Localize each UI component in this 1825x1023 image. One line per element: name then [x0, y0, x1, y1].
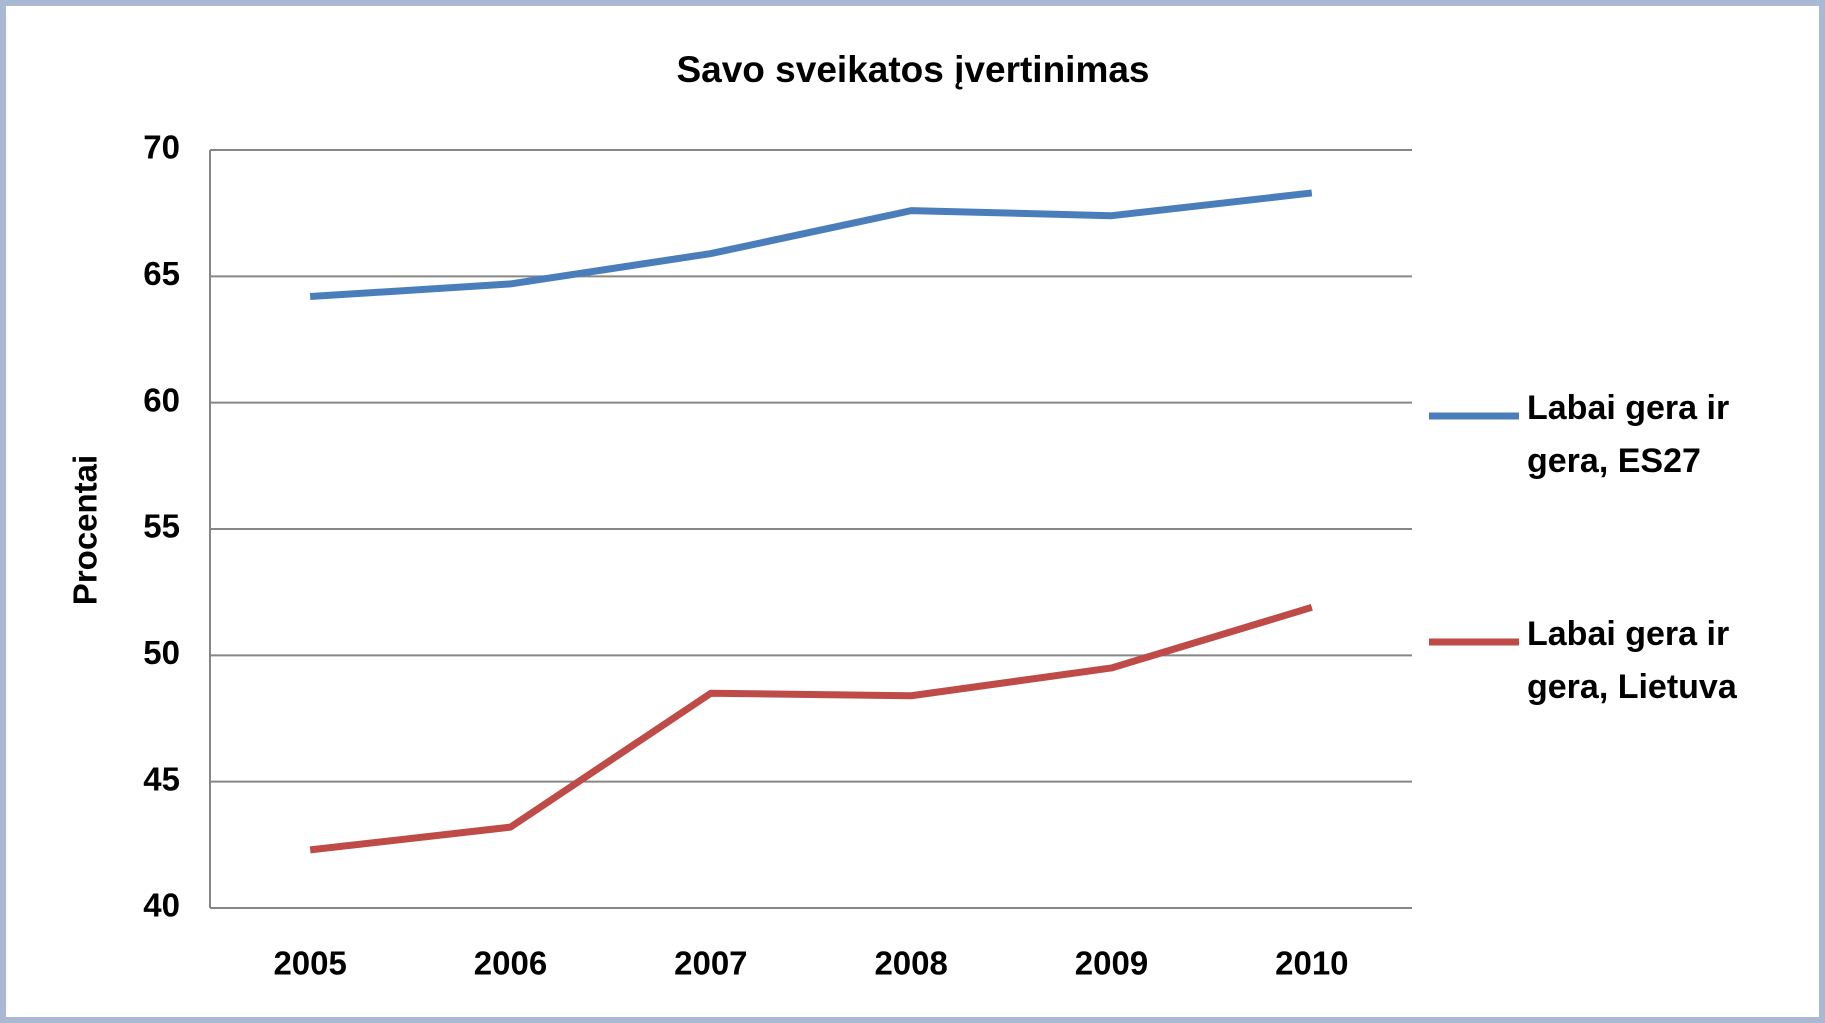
x-tick-label: 2009: [1075, 945, 1148, 982]
x-tick-label: 2006: [474, 945, 547, 982]
chart-title: Savo sveikatos įvertinimas: [676, 49, 1149, 90]
line-series: [309, 603, 1313, 854]
line-series: [309, 189, 1313, 301]
legend-label: Labai gera ir gera, Lietuva: [1527, 615, 1737, 706]
y-tick-label: 65: [143, 255, 180, 292]
y-tick-label: 55: [143, 508, 180, 545]
x-tick-label: 2010: [1275, 945, 1348, 982]
y-tick-label: 45: [143, 760, 180, 797]
x-tick-label: 2008: [874, 945, 947, 982]
y-tick-label: 60: [143, 381, 180, 418]
y-tick-label: 50: [143, 634, 180, 671]
x-tick-label: 2005: [273, 945, 346, 982]
x-tick-label: 2007: [674, 945, 747, 982]
y-tick-label: 70: [143, 129, 180, 166]
legend-label: Labai gera ir gera, ES27: [1527, 389, 1730, 480]
y-axis-label: Procentai: [67, 455, 104, 605]
chart: Savo sveikatos įvertinimas Procentai 40 4…: [67, 49, 1519, 982]
y-tick-label: 40: [143, 887, 180, 924]
